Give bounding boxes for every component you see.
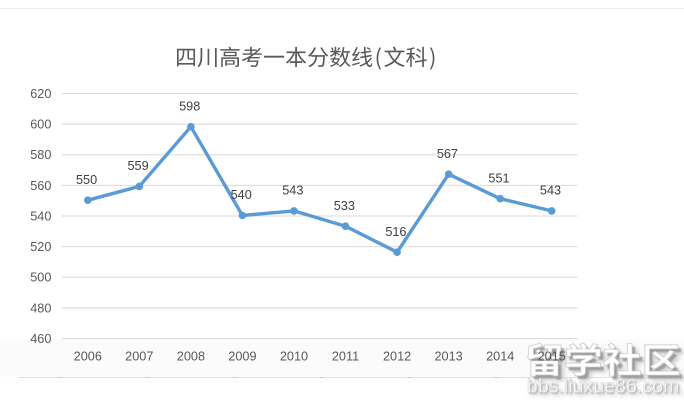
svg-text:480: 480 (30, 301, 51, 315)
svg-text:540: 540 (231, 188, 252, 202)
svg-text:567: 567 (437, 147, 458, 161)
svg-text:580: 580 (30, 148, 51, 162)
svg-text:2009: 2009 (228, 349, 256, 363)
svg-text:543: 543 (282, 184, 303, 198)
svg-text:551: 551 (488, 171, 509, 185)
svg-text:559: 559 (128, 159, 149, 173)
svg-text:2008: 2008 (177, 349, 205, 363)
svg-text:2015: 2015 (538, 349, 566, 363)
svg-text:2010: 2010 (280, 349, 308, 363)
svg-text:543: 543 (540, 184, 561, 198)
svg-text:2006: 2006 (74, 349, 102, 363)
svg-text:500: 500 (30, 271, 51, 285)
svg-text:bbs.liuxue86.com: bbs.liuxue86.com (528, 377, 680, 399)
svg-text:460: 460 (30, 332, 51, 346)
svg-text:550: 550 (76, 173, 97, 187)
svg-text:2007: 2007 (125, 349, 153, 363)
svg-text:520: 520 (30, 240, 51, 254)
svg-text:bbs.liuxue86.com: bbs.liuxue86.com (530, 379, 682, 400)
svg-text:2013: 2013 (434, 349, 462, 363)
svg-text:540: 540 (30, 209, 51, 223)
svg-text:2014: 2014 (486, 349, 514, 363)
svg-text:560: 560 (30, 179, 51, 193)
svg-text:2011: 2011 (332, 349, 359, 363)
svg-text:bbs.liuxue86.com: bbs.liuxue86.com (527, 376, 679, 398)
svg-text:533: 533 (334, 199, 355, 213)
svg-text:620: 620 (30, 87, 51, 101)
svg-text:598: 598 (179, 99, 200, 113)
svg-text:600: 600 (30, 118, 51, 132)
svg-text:516: 516 (385, 225, 406, 239)
svg-text:2012: 2012 (383, 349, 411, 363)
